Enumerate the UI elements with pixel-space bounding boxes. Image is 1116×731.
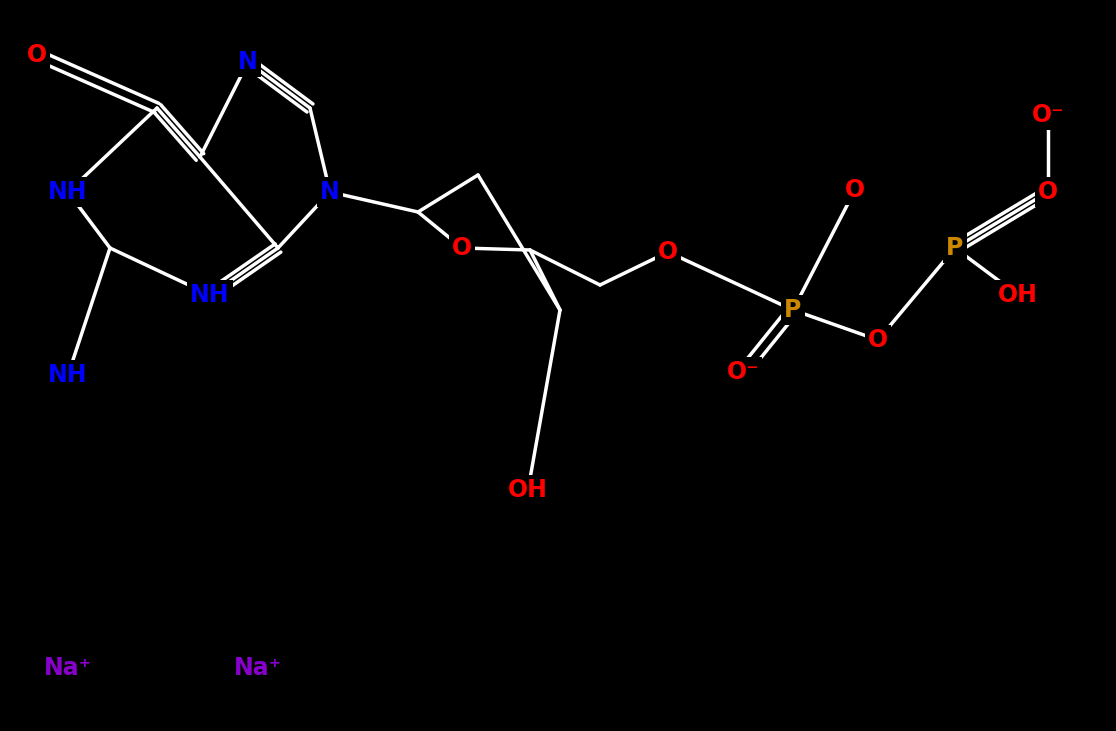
Text: O: O — [1038, 180, 1058, 204]
Text: NH: NH — [48, 363, 88, 387]
Text: O: O — [845, 178, 865, 202]
Text: NH: NH — [190, 283, 230, 307]
Text: O: O — [27, 43, 47, 67]
Text: O: O — [868, 328, 888, 352]
Text: P: P — [785, 298, 801, 322]
Text: OH: OH — [508, 478, 548, 502]
Text: Na⁺: Na⁺ — [44, 656, 92, 680]
Text: O⁻: O⁻ — [1031, 103, 1065, 127]
Text: O: O — [658, 240, 679, 264]
Text: O⁻: O⁻ — [727, 360, 759, 384]
Text: N: N — [320, 180, 340, 204]
Text: P: P — [946, 236, 964, 260]
Text: O: O — [452, 236, 472, 260]
Text: N: N — [238, 50, 258, 74]
Text: Na⁺: Na⁺ — [234, 656, 282, 680]
Text: OH: OH — [998, 283, 1038, 307]
Text: NH: NH — [48, 180, 88, 204]
